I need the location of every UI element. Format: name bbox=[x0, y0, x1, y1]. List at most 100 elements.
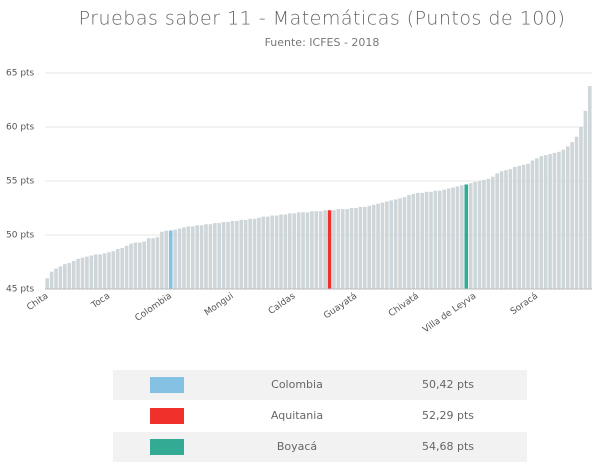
bar bbox=[58, 266, 63, 289]
bar bbox=[464, 184, 469, 289]
x-tick-label: Chita bbox=[25, 291, 50, 313]
bar bbox=[270, 215, 274, 289]
bar bbox=[301, 212, 305, 289]
bar bbox=[177, 228, 182, 289]
bar bbox=[363, 206, 367, 289]
bar bbox=[45, 278, 50, 289]
bar bbox=[420, 192, 424, 289]
bar bbox=[402, 197, 407, 289]
bar bbox=[107, 252, 111, 289]
bar bbox=[89, 255, 94, 289]
bar bbox=[133, 242, 138, 289]
bar bbox=[495, 173, 499, 289]
bar bbox=[261, 216, 266, 289]
bar bbox=[124, 245, 129, 289]
bar bbox=[398, 198, 402, 289]
legend-swatch bbox=[150, 439, 184, 455]
bar bbox=[164, 230, 169, 289]
bar bbox=[155, 237, 160, 289]
bar bbox=[239, 219, 244, 289]
bar bbox=[115, 249, 120, 289]
bar bbox=[217, 223, 222, 289]
bar bbox=[349, 208, 354, 289]
bar bbox=[190, 226, 195, 289]
bar bbox=[517, 165, 522, 289]
x-tick-label: Chivatá bbox=[387, 291, 421, 319]
bar bbox=[574, 136, 579, 289]
x-tick-label: Toca bbox=[89, 291, 112, 311]
bar bbox=[71, 260, 76, 289]
legend-swatch bbox=[150, 377, 184, 393]
bar bbox=[482, 179, 486, 289]
bar bbox=[380, 202, 385, 289]
row-name: Colombia bbox=[271, 378, 323, 391]
bar bbox=[376, 203, 380, 289]
bar bbox=[318, 211, 323, 289]
bar bbox=[168, 230, 173, 289]
bar bbox=[63, 264, 67, 289]
bar bbox=[490, 176, 495, 289]
bar bbox=[415, 192, 420, 289]
x-tick-label: Mongui bbox=[203, 291, 236, 318]
bar bbox=[235, 220, 239, 289]
bar bbox=[102, 253, 107, 289]
bar bbox=[565, 146, 570, 289]
bar bbox=[257, 217, 261, 289]
bar bbox=[371, 204, 376, 289]
bar bbox=[230, 220, 235, 289]
bar bbox=[508, 169, 513, 289]
bar bbox=[208, 224, 213, 289]
bar bbox=[451, 187, 455, 289]
y-tick-label: 65 pts bbox=[6, 69, 35, 79]
x-tick-label: Caldas bbox=[267, 291, 298, 317]
row-name: Boyacá bbox=[277, 440, 317, 453]
bar bbox=[213, 223, 217, 289]
bar bbox=[579, 127, 583, 289]
bar bbox=[85, 256, 89, 289]
bar bbox=[442, 189, 447, 289]
bar bbox=[526, 163, 530, 289]
x-tick-label: Villa de Leyva bbox=[421, 291, 478, 335]
x-tick-label: Soracá bbox=[509, 291, 540, 317]
bar bbox=[120, 247, 125, 289]
bar bbox=[455, 186, 460, 289]
bar bbox=[93, 254, 98, 289]
bar bbox=[411, 193, 416, 289]
bar bbox=[76, 258, 80, 289]
y-tick-label: 55 pts bbox=[6, 177, 35, 187]
bar bbox=[182, 227, 186, 289]
legend-swatch bbox=[150, 408, 184, 424]
bar bbox=[345, 209, 349, 289]
bar bbox=[146, 238, 151, 289]
y-tick-label: 50 pts bbox=[6, 231, 35, 241]
bar bbox=[199, 225, 204, 289]
bar bbox=[221, 222, 226, 289]
bar bbox=[504, 170, 508, 289]
bar bbox=[138, 242, 142, 289]
bar bbox=[393, 199, 398, 289]
bar bbox=[226, 222, 230, 289]
y-tick-label: 60 pts bbox=[6, 123, 35, 133]
bar bbox=[539, 156, 544, 289]
bar bbox=[354, 208, 358, 289]
bar bbox=[446, 188, 451, 289]
y-tick-label: 45 pts bbox=[6, 285, 35, 295]
bar bbox=[323, 210, 327, 289]
chart-title: Pruebas saber 11 - Matemáticas (Puntos d… bbox=[79, 8, 566, 30]
bar bbox=[310, 211, 314, 289]
bar bbox=[512, 166, 517, 289]
bar bbox=[243, 219, 248, 289]
bar bbox=[561, 149, 566, 289]
x-tick-label: Guayatá bbox=[322, 291, 359, 321]
bar bbox=[473, 182, 477, 289]
row-value: 50,42 pts bbox=[422, 378, 474, 391]
bar bbox=[292, 213, 297, 289]
bar bbox=[173, 229, 177, 289]
bar bbox=[535, 158, 539, 289]
bar bbox=[336, 209, 341, 289]
row-value: 52,29 pts bbox=[422, 409, 474, 422]
row-value: 54,68 pts bbox=[422, 440, 474, 453]
bar bbox=[468, 183, 473, 289]
x-tick-label: Colombia bbox=[133, 291, 173, 323]
bar bbox=[429, 191, 433, 289]
